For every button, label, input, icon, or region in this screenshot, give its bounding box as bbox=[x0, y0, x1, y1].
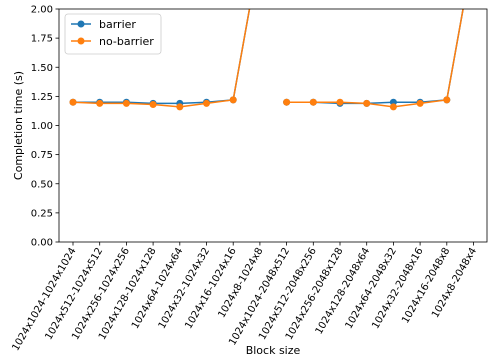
series-line bbox=[286, 9, 464, 105]
y-tick-label: 0.50 bbox=[31, 179, 53, 190]
y-tick-label: 0.25 bbox=[31, 208, 53, 219]
data-point bbox=[69, 98, 77, 106]
data-point bbox=[283, 98, 291, 106]
series-line bbox=[72, 9, 251, 108]
series-no-barrier bbox=[69, 9, 464, 111]
data-point bbox=[336, 98, 344, 106]
x-axis-ticks: 1024x1024-1024x10241024x512-1024x5121024… bbox=[10, 242, 479, 353]
y-tick-label: 1.00 bbox=[31, 121, 53, 132]
data-point bbox=[416, 99, 424, 107]
y-tick-label: 1.25 bbox=[31, 92, 53, 103]
legend-item: barrier bbox=[71, 18, 136, 31]
data-point bbox=[122, 99, 130, 107]
legend-item: no-barrier bbox=[71, 35, 154, 48]
legend-label: barrier bbox=[99, 18, 136, 31]
data-point bbox=[309, 98, 317, 106]
series-layer bbox=[69, 9, 464, 111]
x-tick-label: 1024x16-2048x8 bbox=[400, 246, 452, 325]
data-point bbox=[363, 99, 371, 107]
legend-label: no-barrier bbox=[99, 35, 154, 48]
legend-marker bbox=[77, 37, 85, 45]
data-point bbox=[149, 101, 157, 109]
y-tick-label: 1.50 bbox=[31, 63, 53, 74]
y-tick-label: 1.75 bbox=[31, 34, 53, 45]
legend-marker bbox=[77, 20, 85, 28]
plot-frame bbox=[58, 8, 488, 243]
y-tick-label: 2.00 bbox=[31, 5, 53, 16]
y-axis-ticks: 0.00 0.25 0.50 0.75 1.00 1.25 1.50 1.75 2.00 bbox=[31, 5, 59, 249]
data-point bbox=[389, 103, 397, 111]
data-point bbox=[203, 99, 210, 107]
data-point bbox=[96, 99, 104, 107]
y-tick-label: 0.00 bbox=[31, 238, 53, 249]
y-axis-label: Completion time (s) bbox=[12, 71, 25, 180]
data-point bbox=[229, 96, 237, 104]
data-point bbox=[443, 96, 451, 104]
x-axis-label: Block size bbox=[246, 344, 301, 357]
y-tick-label: 0.75 bbox=[31, 150, 53, 161]
series-line bbox=[286, 9, 464, 108]
data-point bbox=[176, 103, 184, 111]
legend: barrier no-barrier bbox=[64, 13, 162, 55]
